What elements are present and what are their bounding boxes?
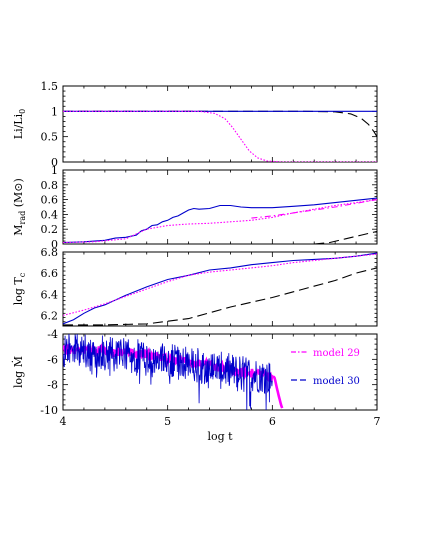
y-tick-label: 0.4 — [41, 208, 59, 221]
panel-frame — [62, 85, 378, 163]
plot-area — [63, 197, 377, 244]
series-line-0 — [314, 230, 377, 244]
y-tick-label: 6.4 — [41, 288, 59, 301]
core-temperature-panel: 6.2 6.4 6.6 6.8 log Tc — [12, 246, 378, 327]
radiative-mass-panel: 0 0.2 0.40.6 0.8 1 Mrad (M⊙) — [12, 164, 378, 251]
panel-frame — [62, 169, 378, 245]
plot-area — [63, 110, 377, 162]
y-tick-label: 6.6 — [41, 267, 59, 280]
y-tick-label: -10 — [40, 404, 58, 417]
y-tick-label: 1.5 — [41, 80, 59, 93]
legend-label: model 30 — [313, 376, 360, 387]
x-tick-label: 5 — [164, 415, 171, 428]
x-tick-label: 4 — [60, 415, 67, 428]
accretion-rate-panel: -10 -8 -6 -4 4 5 6 7 log Ṁ log t model 29 model 30 — [11, 328, 381, 443]
y-tick-label: -8 — [47, 379, 58, 392]
y-axis-label: Li/Li0 — [12, 109, 27, 139]
legend-label: model 29 — [313, 348, 360, 359]
y-tick-label: 6.8 — [41, 246, 59, 259]
series-line-1 — [63, 197, 377, 244]
lithium-panel: 0 0.5 1 1.5 Li/Li0 — [12, 80, 378, 169]
panel-frame — [62, 333, 378, 411]
y-tick-label: -4 — [47, 328, 58, 341]
series-line-3 — [251, 199, 377, 219]
panel-frame — [62, 251, 378, 327]
y-tick-label: 6.2 — [41, 309, 59, 322]
series-line-1 — [63, 334, 273, 410]
y-tick-label: 0.5 — [41, 131, 59, 144]
series-line-2 — [63, 110, 377, 162]
x-axis-label: log t — [207, 430, 233, 443]
y-tick-label: 1 — [51, 105, 58, 118]
y-tick-label: -6 — [47, 353, 58, 366]
y-tick-label: 0.6 — [41, 194, 59, 207]
series-line-0 — [63, 267, 377, 326]
y-tick-label: 1 — [51, 164, 58, 177]
y-axis-label: log Tc — [12, 272, 27, 305]
x-tick-label: 7 — [374, 415, 381, 428]
y-axis-label: log Ṁ — [11, 356, 25, 388]
series-line-2 — [63, 253, 377, 316]
y-tick-label: 0 — [51, 156, 58, 169]
y-tick-label: 0.2 — [41, 223, 59, 236]
y-axis-label: Mrad (M⊙) — [12, 178, 27, 236]
plot-area — [63, 252, 377, 326]
series-line-0 — [63, 110, 377, 137]
plot-area — [63, 334, 284, 410]
series-line-1 — [63, 252, 377, 325]
y-tick-label: 0.8 — [41, 179, 59, 192]
x-tick-label: 6 — [269, 415, 276, 428]
series-line-2 — [63, 199, 377, 244]
y-tick-label: 0 — [51, 238, 58, 251]
